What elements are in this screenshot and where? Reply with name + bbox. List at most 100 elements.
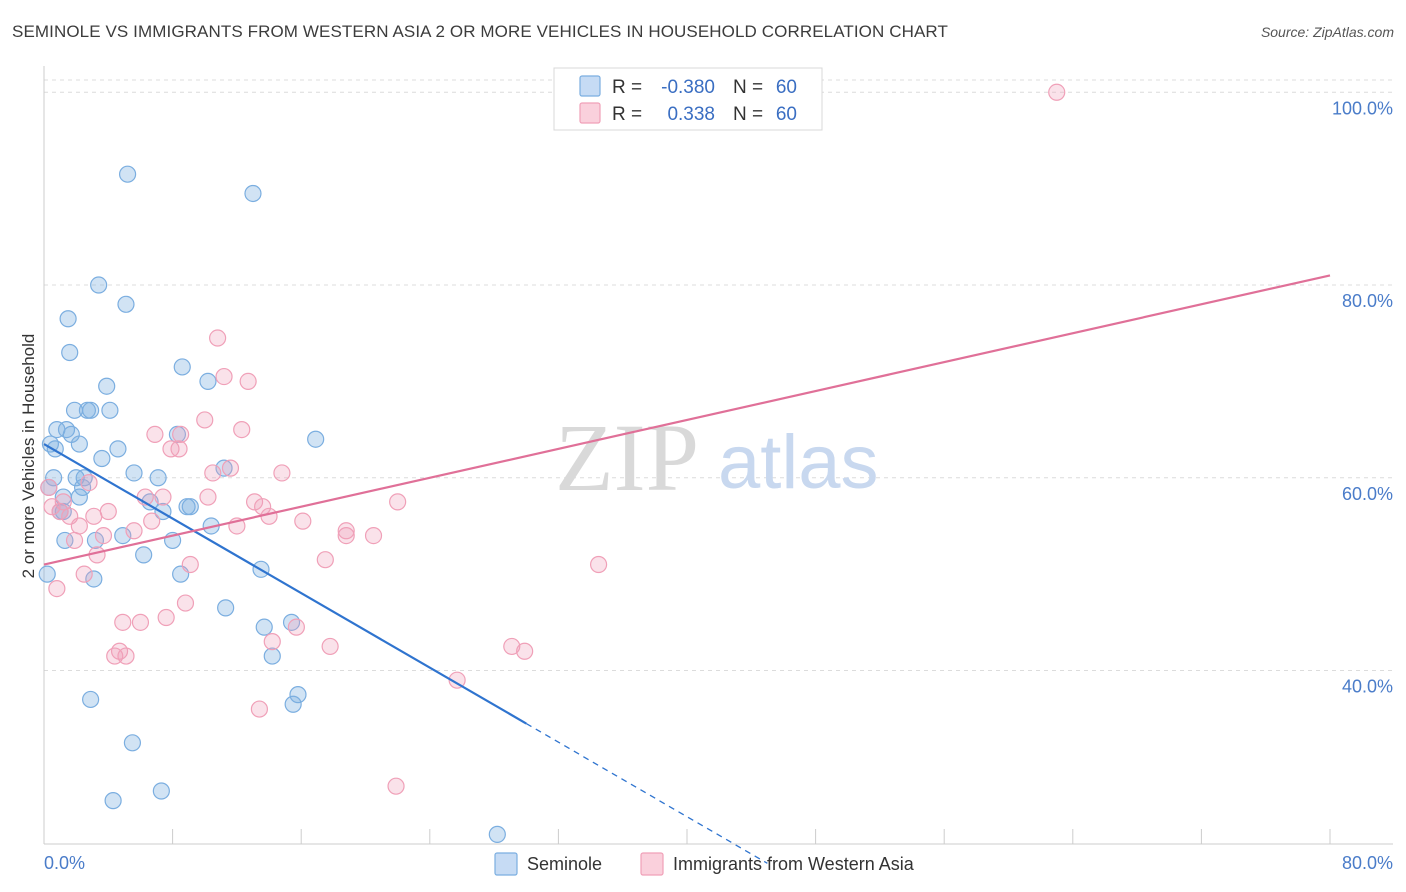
point-immigrants	[143, 512, 161, 530]
point-seminole	[488, 825, 506, 843]
point-immigrants	[215, 367, 233, 386]
point-seminole	[57, 420, 76, 439]
point-seminole	[101, 401, 119, 419]
point-immigrants	[131, 613, 150, 631]
x-tick-labels: 0.0% 80.0%	[44, 853, 1393, 873]
point-seminole	[104, 792, 122, 810]
legend-swatch-seminole	[579, 75, 601, 97]
point-immigrants	[287, 618, 305, 636]
point-seminole	[181, 498, 199, 516]
point-immigrants	[125, 522, 143, 540]
watermark-atlas: atlas	[718, 420, 879, 505]
point-seminole	[61, 343, 79, 362]
point-seminole	[59, 310, 77, 328]
point-seminole	[56, 531, 74, 550]
trend-line-seminole-extension	[525, 722, 768, 864]
point-immigrants	[199, 488, 217, 506]
series-label-immigrants: Immigrants from Western Asia	[673, 854, 915, 874]
point-immigrants	[239, 372, 257, 390]
series-label-seminole: Seminole	[527, 854, 602, 874]
point-immigrants	[117, 647, 135, 665]
x-tick-label-min: 0.0%	[44, 853, 85, 873]
point-immigrants	[172, 425, 190, 444]
point-immigrants	[516, 642, 534, 660]
point-immigrants	[448, 671, 466, 689]
legend-n-label-1: N =	[733, 77, 763, 98]
trend-lines	[43, 274, 1331, 864]
point-immigrants	[176, 594, 195, 612]
point-immigrants	[181, 555, 199, 574]
y-axis-label: 2 or more Vehicles in Household	[19, 334, 38, 579]
point-seminole	[123, 734, 142, 752]
series-swatch-immigrants	[640, 852, 664, 876]
point-seminole	[215, 459, 233, 477]
point-immigrants	[387, 777, 405, 795]
point-immigrants	[170, 440, 188, 458]
point-immigrants	[43, 498, 61, 516]
y-tick-label: 40.0%	[1342, 677, 1393, 697]
point-seminole	[90, 276, 108, 294]
point-seminole	[85, 570, 103, 588]
legend-n-label-2: N =	[733, 104, 763, 125]
point-seminole	[289, 686, 307, 704]
point-immigrants	[589, 555, 608, 574]
point-immigrants	[204, 464, 222, 482]
point-immigrants	[54, 493, 72, 511]
point-seminole	[135, 546, 153, 564]
point-immigrants	[75, 565, 93, 583]
point-immigrants	[221, 459, 240, 477]
point-immigrants	[48, 580, 66, 598]
point-seminole	[173, 358, 191, 376]
point-immigrants	[85, 507, 103, 525]
point-seminole	[93, 449, 111, 468]
point-immigrants	[233, 420, 251, 439]
trend-line-immigrants	[43, 274, 1331, 566]
point-seminole	[82, 401, 100, 419]
point-seminole	[82, 690, 100, 709]
point-immigrants	[80, 473, 98, 492]
point-immigrants	[260, 507, 278, 525]
trend-line-seminole	[43, 443, 527, 725]
legend-swatch-immigrants	[579, 102, 601, 124]
axes	[43, 66, 1393, 845]
point-seminole	[98, 377, 116, 395]
point-immigrants	[337, 522, 355, 540]
point-immigrants	[154, 488, 172, 506]
series-swatch-seminole	[494, 852, 518, 876]
point-immigrants	[250, 700, 269, 718]
point-immigrants	[294, 512, 312, 530]
point-immigrants	[99, 502, 117, 521]
point-seminole	[217, 599, 235, 617]
point-seminole	[244, 184, 262, 203]
y-tick-label: 100.0%	[1332, 98, 1393, 118]
point-immigrants	[337, 526, 355, 545]
correlation-legend: R = -0.380 N = 60 R = 0.338 N = 60	[553, 67, 823, 131]
point-immigrants	[114, 613, 132, 631]
point-immigrants	[321, 637, 339, 656]
y-tick-label: 60.0%	[1342, 484, 1393, 504]
point-immigrants	[40, 478, 58, 497]
watermark: ZIP atlas	[555, 404, 879, 511]
point-immigrants	[146, 425, 164, 444]
point-seminole	[125, 464, 143, 482]
point-seminole	[149, 469, 167, 487]
point-immigrants	[316, 551, 334, 569]
point-seminole	[70, 435, 88, 453]
point-seminole	[263, 647, 281, 665]
legend-n-value-2: 60	[776, 104, 797, 125]
point-immigrants	[245, 493, 264, 511]
point-immigrants	[70, 517, 88, 535]
point-immigrants	[389, 493, 407, 511]
point-seminole	[86, 531, 105, 550]
watermark-zip: ZIP	[555, 404, 699, 511]
legend-r-label-1: R =	[612, 77, 642, 98]
point-seminole	[284, 695, 302, 713]
point-seminole	[45, 469, 63, 487]
point-immigrants	[503, 637, 521, 656]
point-seminole	[75, 469, 93, 487]
point-immigrants	[1048, 83, 1066, 101]
point-seminole	[152, 782, 170, 800]
point-immigrants	[196, 411, 214, 429]
point-immigrants	[273, 464, 291, 482]
point-seminole	[70, 488, 88, 506]
